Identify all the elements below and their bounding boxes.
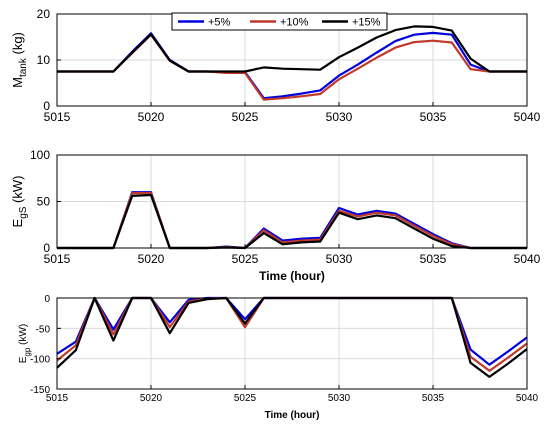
y-tick-label: -50 (36, 324, 51, 335)
panel-3: 5015 5020 5025 5030 5035 5040 -150 -100 -50 0 Egp … (18, 294, 539, 421)
legend-entry-label: +5% (208, 17, 231, 29)
y-axis-label: EgS (kW) (10, 176, 29, 228)
y-tick-label: 0 (43, 99, 50, 113)
x-tick-label: 5040 (514, 252, 541, 266)
y-tick-label: 20 (37, 7, 51, 21)
x-tick-label: 5030 (326, 252, 353, 266)
y-tick-label: -100 (30, 355, 50, 366)
x-tick-label: 5015 (44, 110, 71, 124)
y-tick-label: 100 (30, 148, 50, 162)
x-tick-label: 5020 (138, 110, 165, 124)
series-line-15pct (57, 193, 527, 250)
legend-entry-label: +15% (352, 17, 381, 29)
x-tick-label: 5025 (234, 393, 257, 404)
series-line-10pct (57, 192, 527, 250)
y-tick-label: 0 (44, 294, 50, 305)
plot-area (57, 298, 527, 389)
legend-entry-label: +10% (280, 17, 309, 29)
y-tick-label: 10 (37, 53, 51, 67)
x-tick-label: 5015 (46, 393, 69, 404)
x-tick-label: 5030 (326, 110, 353, 124)
y-axis-label: Egp (kW) (18, 324, 32, 363)
x-tick-label: 5035 (420, 252, 447, 266)
y-tick-label: -150 (30, 385, 50, 396)
x-tick-label: 5035 (422, 393, 445, 404)
axes-frame (56, 297, 528, 390)
x-tick-label: 5025 (232, 252, 259, 266)
y-axis-label: Mtank (kg) (10, 32, 29, 88)
x-tick-label: 5030 (328, 393, 351, 404)
chart-panels: 5015 5020 5025 5030 5035 5040 0 10 20 Mtank (kg) 5… (10, 7, 541, 421)
series-line-15pct (57, 25, 527, 73)
x-axis-label: Time (hour) (259, 269, 325, 283)
y-tick-label: 50 (37, 195, 51, 209)
x-axis-label: Time (hour) (265, 410, 320, 421)
legend: +5% +10% +15% (171, 12, 388, 31)
x-tick-label: 5040 (516, 393, 539, 404)
x-tick-label: 5025 (232, 110, 259, 124)
x-tick-label: 5020 (140, 393, 163, 404)
x-tick-label: 5040 (514, 110, 541, 124)
x-tick-label: 5020 (138, 252, 165, 266)
y-tick-label: 0 (43, 241, 50, 255)
x-tick-label: 5035 (420, 110, 447, 124)
x-tick-label: 5015 (44, 252, 71, 266)
legend-box (171, 12, 388, 31)
